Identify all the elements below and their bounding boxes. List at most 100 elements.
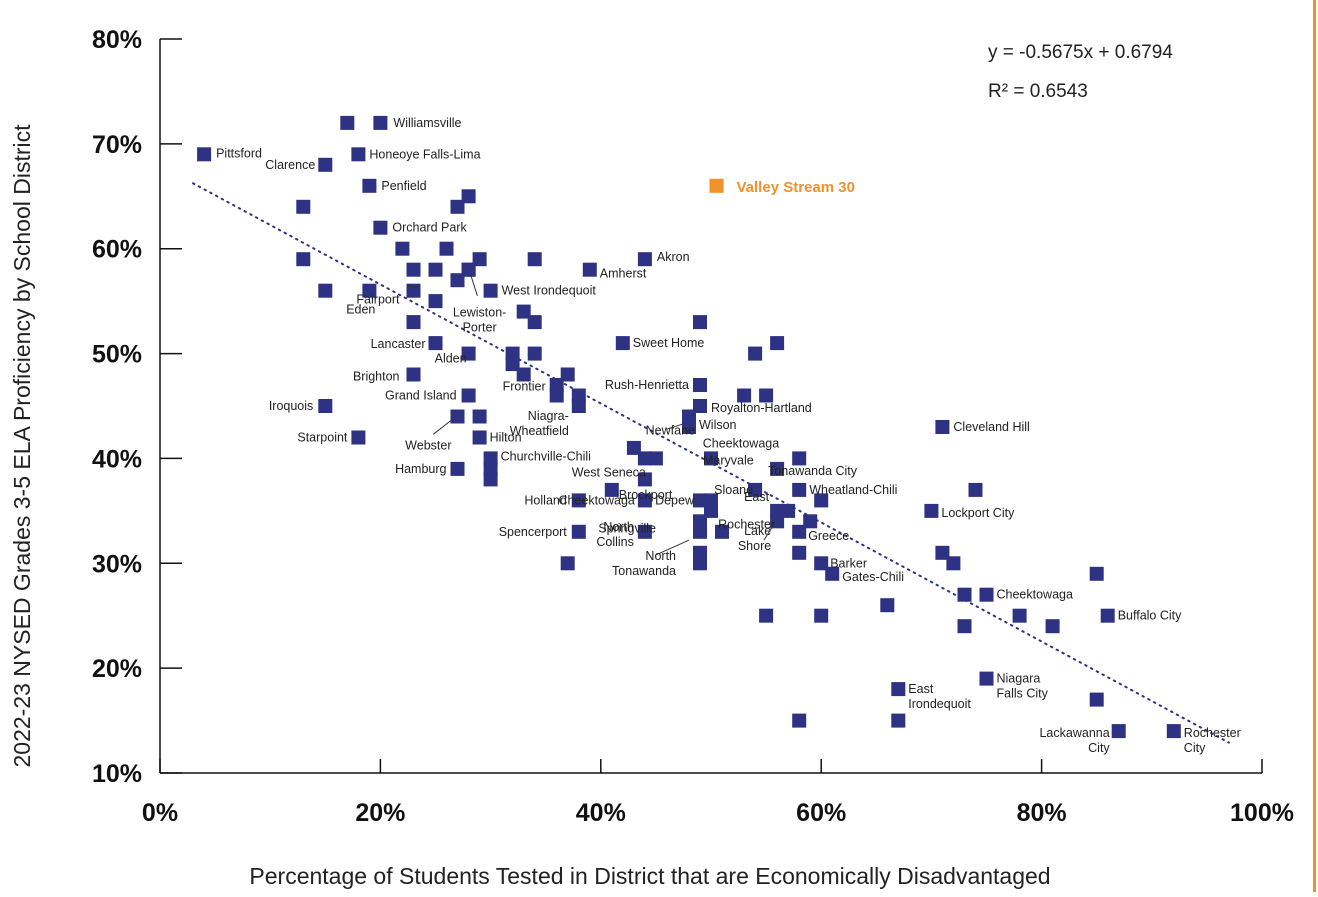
data-point [637, 493, 652, 508]
leader-line [407, 284, 417, 288]
leader-line [763, 524, 775, 541]
point-label-line: Cheektowaga [703, 436, 779, 450]
point-label: East Irondequoit [908, 682, 971, 711]
point-label: Cheektowaga [703, 436, 779, 450]
data-point [428, 294, 443, 309]
point-label-line: East [744, 490, 770, 504]
data-point [825, 566, 840, 581]
data-point [1100, 608, 1115, 623]
point-label: Newfane [646, 424, 695, 438]
point-label-line: East [908, 682, 934, 696]
data-point [406, 283, 421, 298]
data-point [1089, 692, 1104, 707]
data-point [527, 346, 542, 361]
point-label-line: Clarence [265, 158, 315, 172]
data-point [516, 367, 531, 382]
highlight-point [709, 178, 724, 193]
data-point [1111, 724, 1126, 739]
point-label-line: Cheektowaga [997, 588, 1073, 602]
point-label: Gates-Chili [842, 570, 904, 584]
data-point [880, 598, 895, 613]
point-label-line: Starpoint [297, 431, 348, 445]
leader-line [470, 274, 478, 297]
point-label-line: Pittsford [216, 146, 262, 160]
data-point [197, 147, 212, 162]
data-point [450, 199, 465, 214]
point-label-line: Buffalo City [1118, 609, 1182, 623]
data-point [1089, 566, 1104, 581]
point-label-line: City [1088, 741, 1110, 755]
point-label: Springville [598, 521, 656, 535]
data-point [770, 336, 785, 351]
point-label-line: Lackawanna [1039, 726, 1109, 740]
point-label-line: Penfield [381, 179, 426, 193]
point-label: Sloane [714, 483, 753, 497]
point-label-line: Grand Island [385, 389, 457, 403]
point-label-line: Brighton [353, 370, 400, 384]
point-label-line: Depew [655, 493, 695, 507]
data-point [351, 430, 366, 445]
point-label-line: Holland [524, 493, 566, 507]
point-label-line: Rush-Henrietta [605, 378, 689, 392]
point-label-line: Amherst [600, 267, 647, 281]
data-point [340, 115, 355, 130]
point-label: Sweet Home [633, 336, 705, 350]
data-point [693, 524, 707, 539]
point-label: Holland [524, 493, 566, 507]
point-label-line: Honeoye Falls-Lima [369, 147, 480, 161]
y-tick-label: 50% [92, 341, 142, 369]
point-label: Orchard Park [392, 221, 467, 235]
points-group [197, 115, 1181, 739]
data-point [318, 283, 333, 298]
x-tick-label: 80% [1017, 799, 1067, 827]
data-point [748, 346, 763, 361]
point-label: Niagra-Wheatfield [510, 409, 569, 438]
data-point [626, 440, 641, 455]
data-point [693, 556, 707, 571]
data-point [571, 493, 586, 508]
point-label-line: Niagara [997, 672, 1041, 686]
point-label-line: Lockport City [941, 506, 1015, 520]
point-label: Barker [830, 556, 867, 570]
trendline-group [192, 182, 1230, 744]
point-label: East [744, 490, 770, 504]
point-label: Webster [405, 439, 451, 453]
leader-lines-group [407, 274, 775, 556]
point-label: Wilson [699, 418, 737, 432]
point-label-line: Wheatfield [510, 424, 569, 438]
data-point [461, 262, 476, 277]
point-label-line: North [603, 520, 634, 534]
data-point [891, 713, 906, 728]
data-point [637, 524, 652, 539]
data-point [770, 461, 785, 476]
data-point [296, 199, 311, 214]
data-point [461, 388, 476, 403]
data-point [637, 451, 652, 466]
y-tick-label: 10% [92, 760, 142, 788]
point-label-line: Lewiston- [453, 306, 507, 320]
data-point [935, 545, 950, 560]
point-label-line: Greece [808, 529, 849, 543]
point-label-line: Lake [744, 524, 771, 538]
data-point [362, 178, 377, 193]
data-point [637, 252, 652, 267]
point-label: Rochester [718, 517, 775, 531]
point-label: Rush-Henrietta [605, 378, 689, 392]
data-point [968, 482, 983, 497]
point-label: Starpoint [297, 431, 348, 445]
point-label: Hamburg [395, 462, 446, 476]
data-point [406, 262, 421, 277]
point-label: North Collins [596, 520, 634, 549]
data-point [1166, 724, 1181, 739]
data-point [395, 241, 410, 256]
data-point [318, 157, 333, 172]
point-label: Brockport [619, 488, 673, 502]
data-point [924, 503, 939, 518]
point-label: Eden [346, 303, 375, 317]
data-point [891, 682, 906, 697]
point-label-line: Hamburg [395, 462, 446, 476]
point-label-line: Brockport [619, 488, 673, 502]
point-label-line: Akron [657, 250, 690, 264]
point-label-line: Sloane [714, 483, 753, 497]
